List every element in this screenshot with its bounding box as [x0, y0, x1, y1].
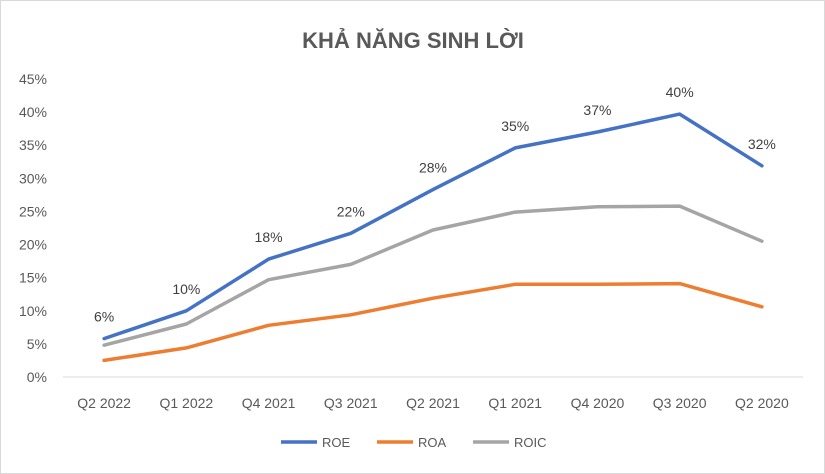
series-lines	[102, 112, 764, 363]
y-tick-label: 15%	[19, 270, 47, 286]
data-label: 40%	[666, 84, 694, 100]
x-tick-label: Q2 2022	[77, 395, 131, 411]
data-label: 37%	[583, 102, 611, 118]
y-tick-label: 35%	[19, 137, 47, 153]
data-label: 28%	[419, 160, 447, 176]
series-line-roic	[102, 204, 764, 347]
y-tick-label: 0%	[27, 369, 47, 385]
x-tick-label: Q1 2022	[159, 395, 213, 411]
data-label: 32%	[748, 136, 776, 152]
x-tick-label: Q2 2021	[406, 395, 460, 411]
chart-title: KHẢ NĂNG SINH LỜI	[302, 28, 524, 53]
data-label: 18%	[255, 229, 283, 245]
series-line-roe	[102, 112, 764, 341]
x-tick-label: Q3 2020	[653, 395, 707, 411]
x-tick-label: Q3 2021	[324, 395, 378, 411]
x-tick-label: Q4 2021	[242, 395, 296, 411]
data-label: 10%	[172, 281, 200, 297]
series-line-roa	[102, 281, 764, 363]
x-tick-label: Q2 2020	[735, 395, 789, 411]
data-label: 6%	[94, 309, 114, 325]
y-tick-label: 25%	[19, 203, 47, 219]
y-tick-label: 40%	[19, 104, 47, 120]
y-tick-label: 45%	[19, 71, 47, 87]
y-tick-label: 20%	[19, 237, 47, 253]
y-tick-label: 30%	[19, 170, 47, 186]
y-axis-ticks: 0% 5% 10% 15% 20% 25% 30% 35% 40% 45%	[19, 71, 47, 385]
legend-label-roic: ROIC	[514, 435, 547, 450]
x-tick-label: Q4 2020	[571, 395, 625, 411]
y-tick-label: 5%	[27, 336, 47, 352]
legend-label-roa: ROA	[418, 435, 447, 450]
x-axis-ticks: Q2 2022 Q1 2022 Q4 2021 Q3 2021 Q2 2021 Q1 20…	[77, 395, 789, 411]
legend-label-roe: ROE	[322, 435, 351, 450]
data-label: 22%	[337, 203, 365, 219]
y-tick-label: 10%	[19, 303, 47, 319]
x-tick-label: Q1 2021	[488, 395, 542, 411]
data-label: 35%	[501, 118, 529, 134]
data-labels: 6% 10% 18% 22% 28% 35% 37% 40% 32%	[94, 84, 776, 324]
legend: ROE ROA ROIC	[281, 435, 547, 450]
